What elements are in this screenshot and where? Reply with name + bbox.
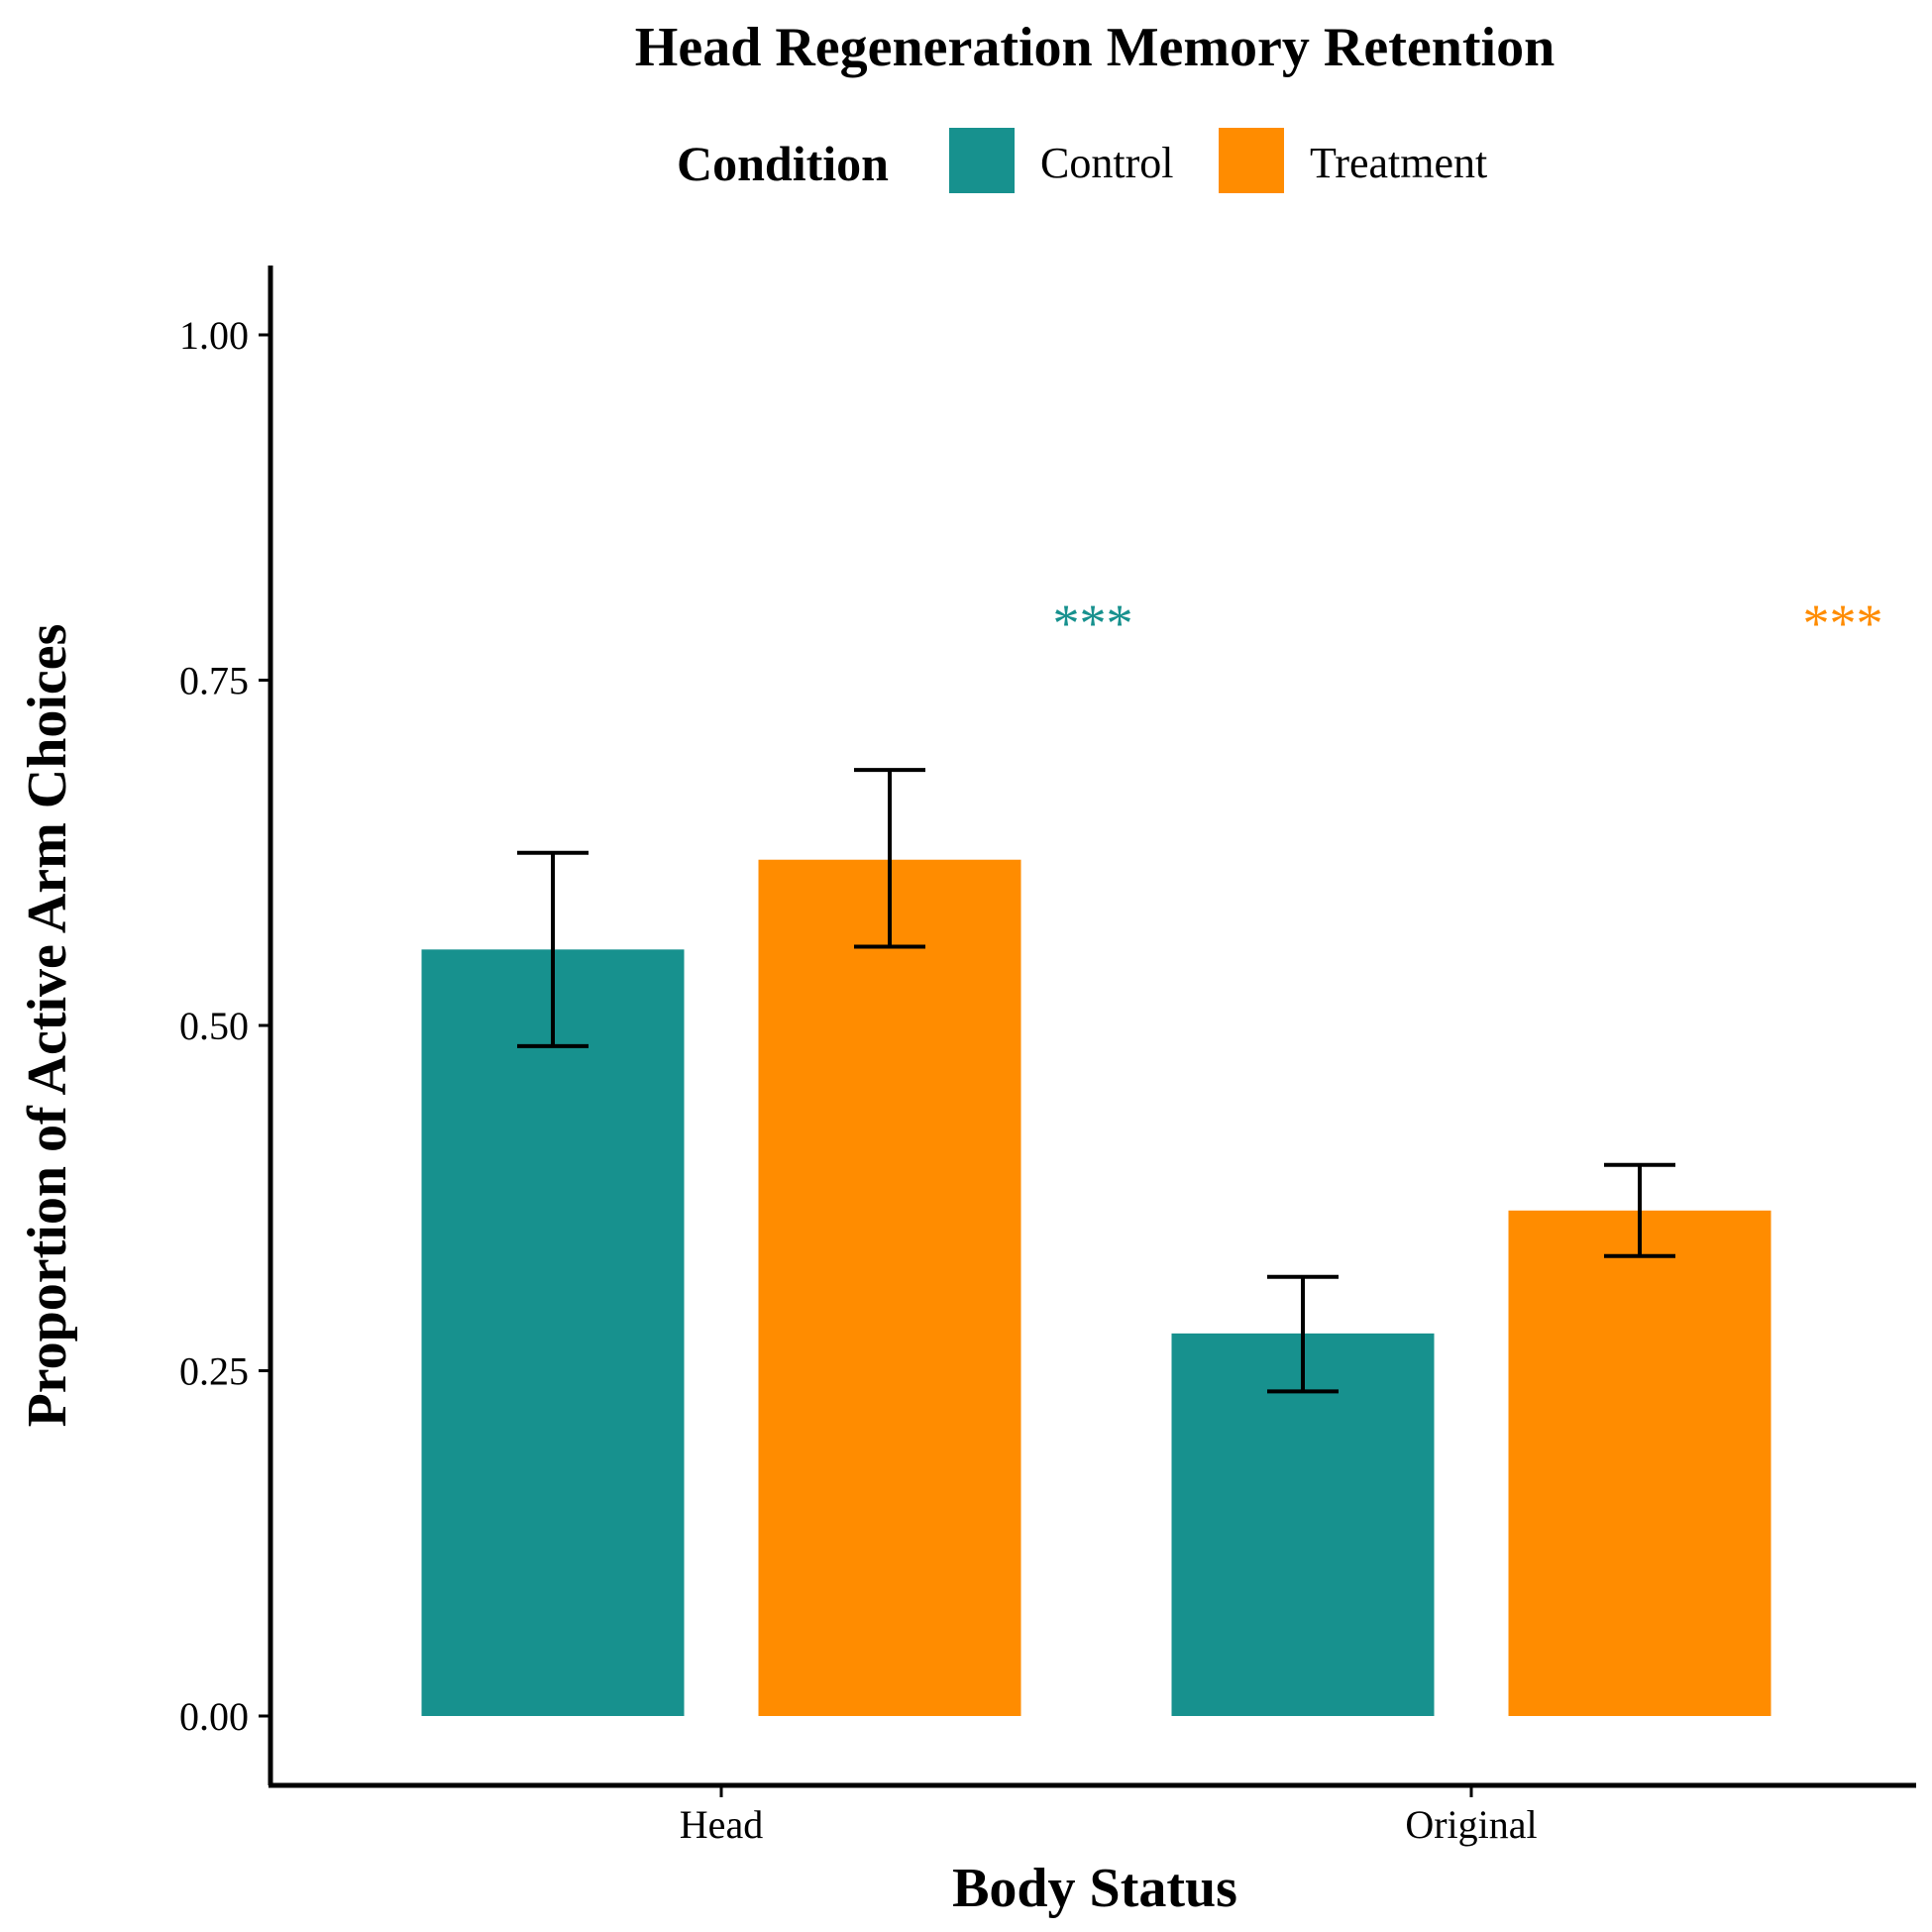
bar-control-head <box>421 949 685 1716</box>
bar-control-original <box>1171 1333 1435 1716</box>
x-axis-title: Body Status <box>952 1858 1237 1919</box>
legend-label-control: Control <box>1040 139 1173 187</box>
error-bar-control-original <box>1267 1274 1339 1394</box>
legend-title: Condition <box>677 136 889 191</box>
bar-treatment-head <box>758 859 1021 1716</box>
y-tick-label: 1.00 <box>179 313 249 358</box>
error-bar-control-head <box>517 850 589 1048</box>
plot-area: *** *** <box>421 593 1883 1716</box>
y-tick-label: 0.50 <box>179 1004 249 1048</box>
y-axis-title: Proportion of Active Arm Choices <box>17 624 78 1428</box>
y-axis-ticks: 0.00 0.25 0.50 0.75 1.00 <box>179 313 270 1739</box>
chart-title: Head Regeneration Memory Retention <box>635 17 1555 78</box>
x-tick-label-original: Original <box>1405 1802 1537 1847</box>
legend-swatch-control <box>949 128 1015 193</box>
significance-label-original: *** <box>1803 593 1883 653</box>
error-bar-treatment-head <box>854 768 925 949</box>
y-tick-label: 0.00 <box>179 1694 249 1739</box>
legend-label-treatment: Treatment <box>1310 139 1487 187</box>
y-tick-label: 0.25 <box>179 1349 249 1394</box>
bar-treatment-original <box>1508 1210 1771 1716</box>
y-tick-label: 0.75 <box>179 659 249 703</box>
x-tick-label-head: Head <box>680 1802 763 1847</box>
legend: Condition Control Treatment <box>677 128 1487 193</box>
legend-swatch-treatment <box>1219 128 1284 193</box>
error-bar-treatment-original <box>1604 1162 1675 1258</box>
x-axis-ticks: Head Original <box>680 1785 1538 1847</box>
significance-label-head: *** <box>1053 593 1133 653</box>
